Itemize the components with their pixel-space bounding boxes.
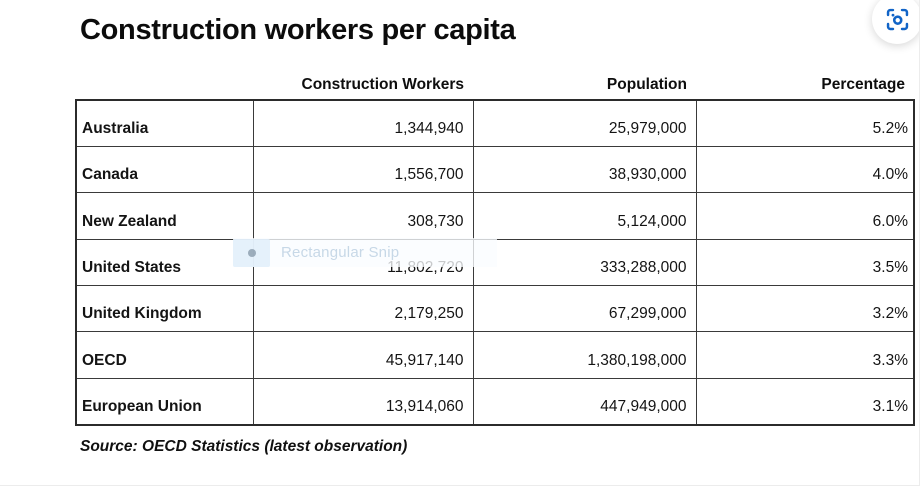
workers-cell: 308,730: [252, 192, 474, 240]
percentage-cell: 5.2%: [695, 99, 915, 147]
population-cell: 5,124,000: [472, 192, 697, 240]
country-cell: New Zealand: [75, 192, 254, 240]
table-row: European Union 13,914,060 447,949,000 3.…: [75, 377, 915, 426]
percentage-cell: 4.0%: [695, 145, 915, 194]
population-cell: 333,288,000: [472, 238, 697, 287]
table-row: Australia 1,344,940 25,979,000 5.2%: [75, 99, 915, 147]
workers-cell: 13,914,060: [252, 377, 474, 426]
country-cell: United Kingdom: [75, 285, 254, 333]
country-cell: Canada: [75, 145, 254, 194]
table-row: United Kingdom 2,179,250 67,299,000 3.2%: [75, 285, 915, 333]
construction-workers-table: Construction Workers Population Percenta…: [75, 66, 915, 426]
table-row: New Zealand 308,730 5,124,000 6.0%: [75, 192, 915, 240]
percentage-cell: 3.1%: [695, 377, 915, 426]
population-cell: 25,979,000: [472, 99, 697, 147]
population-cell: 67,299,000: [472, 285, 697, 333]
source-note: Source: OECD Statistics (latest observat…: [80, 438, 408, 455]
workers-cell: 1,556,700: [252, 145, 474, 194]
col-header-construction-workers: Construction Workers: [301, 76, 465, 93]
percentage-cell: 6.0%: [695, 192, 915, 240]
screen-snip-icon: [886, 8, 908, 30]
col-header-population: Population: [606, 76, 687, 93]
population-cell: 38,930,000: [472, 145, 697, 194]
percentage-cell: 3.3%: [695, 331, 915, 379]
data-table-region: Construction Workers Population Percenta…: [75, 66, 915, 426]
population-cell: 1,380,198,000: [472, 331, 697, 379]
table-row: Canada 1,556,700 38,930,000 4.0%: [75, 145, 915, 194]
screenshot-button[interactable]: [872, 0, 919, 44]
percentage-cell: 3.5%: [695, 238, 915, 287]
col-header-country: [76, 66, 253, 100]
population-cell: 447,949,000: [472, 377, 697, 426]
workers-cell: 1,344,940: [252, 99, 474, 147]
country-cell: OECD: [75, 331, 254, 379]
table-row: United States 11,802,720 333,288,000 3.5…: [75, 238, 915, 287]
country-cell: European Union: [75, 377, 254, 426]
percentage-cell: 3.2%: [695, 285, 915, 333]
page-title: Construction workers per capita: [80, 14, 516, 46]
table-row: OECD 45,917,140 1,380,198,000 3.3%: [75, 331, 915, 379]
workers-cell: 45,917,140: [252, 331, 474, 379]
country-cell: United States: [75, 238, 254, 287]
snip-cursor-icon: [233, 238, 270, 267]
rectangular-snip-tooltip[interactable]: Rectangular Snip: [233, 238, 497, 267]
col-header-percentage: Percentage: [821, 76, 905, 93]
workers-cell: 2,179,250: [252, 285, 474, 333]
country-cell: Australia: [75, 99, 254, 147]
rectangular-snip-label: Rectangular Snip: [281, 244, 400, 261]
header-row: Construction Workers Population Percenta…: [76, 66, 914, 100]
